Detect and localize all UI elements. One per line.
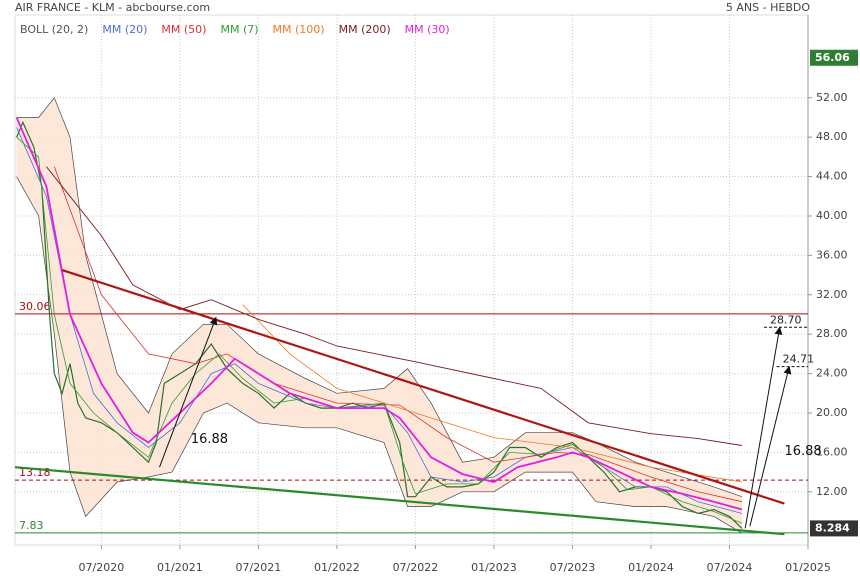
y-tick-label: 40.00	[816, 209, 848, 222]
y-tick-label: 12.00	[816, 485, 848, 498]
price-badge-label: 8.284	[815, 521, 850, 534]
legend-entry: MM (100)	[273, 23, 325, 36]
y-tick-label: 44.00	[816, 170, 848, 183]
x-tick-label: 07/2022	[393, 561, 439, 574]
trend-line	[61, 269, 785, 505]
legend-entry: MM (200)	[339, 23, 391, 36]
legend-entry: MM (30)	[405, 23, 450, 36]
x-tick-label: 01/2023	[471, 561, 517, 574]
legend-entry: MM (7)	[220, 23, 258, 36]
bollinger-lower	[16, 176, 743, 534]
y-tick-label: 32.00	[816, 288, 848, 301]
legend-entry: MM (20)	[102, 23, 147, 36]
y-tick-label: 28.00	[816, 327, 848, 340]
x-tick-label: 07/2023	[550, 561, 596, 574]
x-tick-label: 01/2025	[785, 561, 831, 574]
y-tick-label: 48.00	[816, 130, 848, 143]
price-badge	[810, 49, 858, 66]
chart-title: AIR FRANCE - KLM - abcbourse.com	[15, 1, 210, 14]
period-label: 5 ANS - HEBDO	[726, 1, 810, 14]
moving-average	[16, 136, 743, 524]
x-tick-label: 01/2024	[628, 561, 674, 574]
y-tick-label: 52.00	[816, 91, 848, 104]
annotation: 16.88	[784, 444, 821, 459]
moving-average	[53, 166, 743, 503]
arrow	[749, 365, 792, 527]
level-label: 30.06	[19, 300, 51, 313]
x-tick-label: 07/2020	[79, 561, 125, 574]
legend-entry: MM (50)	[161, 23, 206, 36]
moving-average	[46, 166, 743, 446]
x-tick-label: 07/2021	[236, 561, 282, 574]
moving-average	[242, 304, 743, 483]
y-tick-label: 20.00	[816, 406, 848, 419]
price-badge	[810, 520, 858, 537]
x-tick-label: 01/2022	[314, 561, 360, 574]
y-tick-label: 16.00	[816, 445, 848, 458]
bollinger-fill	[16, 97, 743, 534]
price-line	[16, 120, 743, 529]
trend-line	[14, 466, 785, 536]
x-tick-label: 01/2021	[157, 561, 203, 574]
price-badge-label: 56.06	[815, 51, 850, 64]
annotation: 16.88	[191, 432, 228, 447]
legend-entry: BOLL (20, 2)	[20, 23, 88, 36]
x-tick-label: 07/2024	[707, 561, 753, 574]
y-tick-label: 36.00	[816, 248, 848, 261]
target-label: 24.71	[783, 353, 815, 366]
moving-average	[16, 127, 743, 514]
y-tick-label: 24.00	[816, 367, 848, 380]
arrow	[744, 326, 783, 529]
arrow	[159, 316, 218, 468]
moving-average	[15, 117, 743, 511]
level-label: 7.83	[19, 519, 44, 532]
target-label: 28.70	[770, 313, 802, 326]
